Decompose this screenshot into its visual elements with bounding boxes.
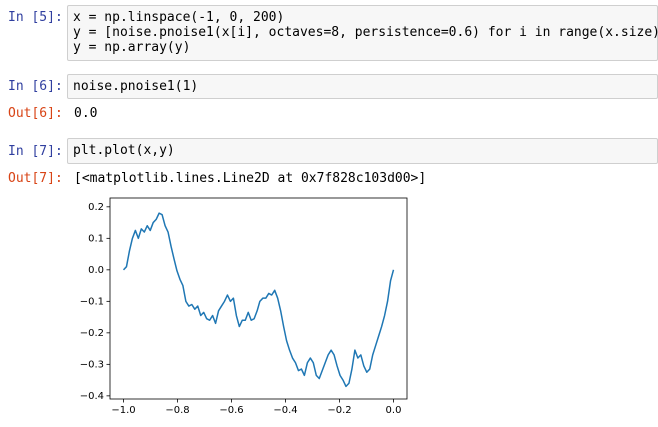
- code-line: y = [noise.pnoise1(x[i], octaves=8, pers…: [73, 25, 658, 40]
- x-tick-label: −1.0: [111, 405, 135, 415]
- code-line: plt.plot(x,y): [73, 143, 175, 158]
- input-prompt: In [5]:: [8, 10, 63, 25]
- code-cell[interactable]: noise.pnoise1(1): [67, 74, 658, 99]
- code-cell[interactable]: plt.plot(x,y): [67, 138, 658, 164]
- x-tick-label: −0.6: [219, 405, 243, 415]
- x-tick-label: −0.8: [165, 405, 189, 415]
- y-tick-label: 0.2: [88, 202, 104, 213]
- x-tick-label: 0.0: [386, 405, 402, 415]
- code-line: noise.pnoise1(1): [73, 79, 199, 94]
- series-line: [122, 212, 395, 388]
- y-tick-label: −0.3: [80, 359, 104, 370]
- output-prompt: Out[7]:: [8, 171, 63, 186]
- input-prompt: In [6]:: [8, 79, 63, 94]
- x-tick-label: −0.4: [273, 405, 297, 415]
- input-prompt: In [7]:: [8, 144, 63, 159]
- y-tick-label: −0.4: [80, 391, 104, 402]
- y-tick-label: −0.1: [80, 296, 104, 307]
- code-line: x = np.linspace(-1, 0, 200): [73, 10, 285, 25]
- y-tick-label: −0.2: [80, 328, 104, 339]
- chart: −0.4 −0.3 −0.2 −0.1 0.0 0.1 0.2 −1.0 −0.8 −0.6 −0.…: [80, 197, 408, 415]
- plot-frame: [109, 197, 408, 400]
- output-prompt: Out[6]:: [8, 106, 63, 121]
- output-text: 0.0: [74, 106, 98, 121]
- code-cell[interactable]: x = np.linspace(-1, 0, 200) y = [noise.p…: [67, 5, 658, 61]
- y-tick-label: 0.0: [88, 265, 104, 276]
- code-line: y = np.array(y): [73, 40, 191, 55]
- output-text: [<matplotlib.lines.Line2D at 0x7f828c103…: [74, 171, 427, 186]
- y-tick-label: 0.1: [88, 233, 104, 244]
- x-tick-label: −0.2: [327, 405, 351, 415]
